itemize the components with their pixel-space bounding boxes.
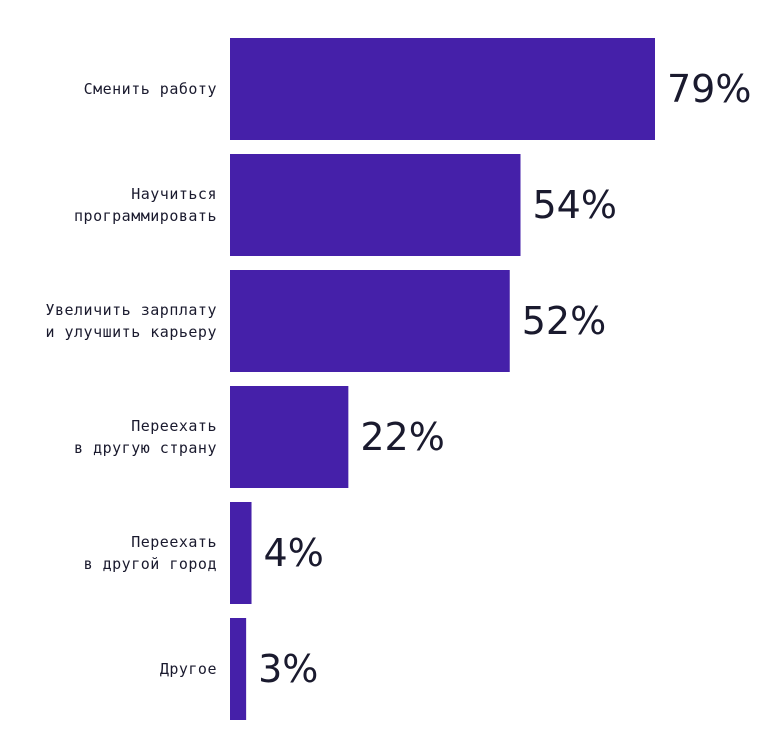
value-label-2: 52% (522, 299, 606, 343)
value-label-3: 22% (360, 415, 444, 459)
category-label-1: Научиться программировать (74, 185, 217, 225)
category-label-line: Увеличить зарплату (45, 301, 217, 319)
category-label-line: в другой город (84, 555, 217, 573)
category-label-2: Увеличить зарплату и улучшить карьеру (45, 301, 217, 341)
bar-1 (230, 154, 521, 256)
category-label-line: Научиться (131, 185, 217, 203)
category-label-5: Другое (160, 660, 217, 678)
category-label-line: программировать (74, 207, 217, 225)
value-label-5: 3% (258, 647, 318, 691)
category-label-0: Сменить работу (84, 80, 217, 98)
category-label-4: Переехать в другой город (84, 533, 217, 573)
value-label-0: 79% (667, 67, 751, 111)
value-label-4: 4% (264, 531, 324, 575)
bar-0 (230, 38, 655, 140)
bar-5 (230, 618, 247, 720)
category-label-line: и улучшить карьеру (45, 323, 217, 341)
category-label-line: Переехать (131, 417, 217, 435)
category-label-line: в другую страну (74, 439, 217, 457)
bar-3 (230, 386, 349, 488)
category-label-line: Другое (160, 660, 217, 678)
value-label-1: 54% (533, 183, 617, 227)
category-label-3: Переехать в другую страну (74, 417, 217, 457)
bar-4 (230, 502, 252, 604)
bar-2 (230, 270, 510, 372)
category-label-line: Переехать (131, 533, 217, 551)
category-label-line: Сменить работу (84, 80, 217, 98)
